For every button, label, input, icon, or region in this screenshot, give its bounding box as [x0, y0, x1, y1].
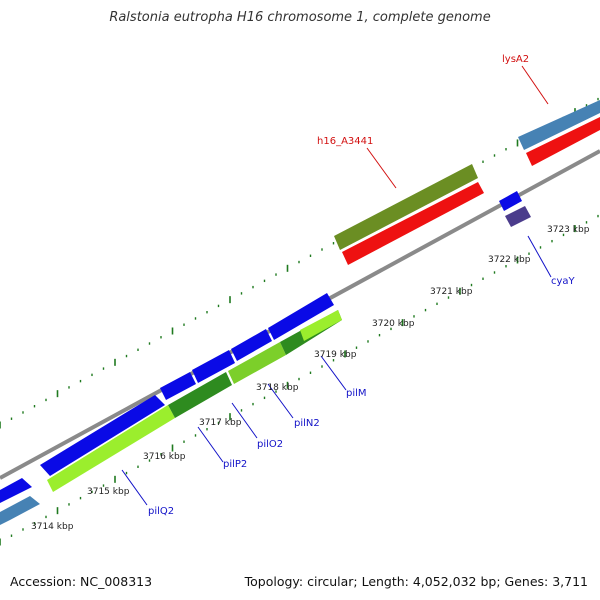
gene-blue-3[interactable]: [192, 350, 235, 383]
scale-label: 3720 kbp: [372, 319, 415, 329]
gene-pilP2[interactable]: [168, 372, 232, 418]
gene-pilQ2-upper[interactable]: [40, 395, 165, 476]
scale-label: 3719 kbp: [314, 350, 357, 360]
gene-pilQ2-lower[interactable]: [47, 405, 175, 492]
gene-cyaY-blue[interactable]: [499, 191, 522, 211]
gene-blue-4[interactable]: [231, 329, 272, 361]
gene-h16-A3441-red[interactable]: [342, 182, 484, 265]
gene-label-pilO2[interactable]: pilO2: [257, 439, 283, 450]
scale-label: 3723 kbp: [547, 225, 590, 235]
gene-lysA2-red[interactable]: [526, 117, 600, 166]
scale-label: 3715 kbp: [87, 487, 130, 497]
gene-pilO2[interactable]: [228, 342, 286, 384]
gene-pilM[interactable]: [300, 310, 342, 341]
gene-blue-left[interactable]: [0, 478, 32, 503]
map-title: Ralstonia eutropha H16 chromosome 1, com…: [109, 10, 491, 25]
gene-h16-A3441-olive[interactable]: [334, 164, 478, 250]
gene-label-pilP2[interactable]: pilP2: [223, 459, 247, 470]
gene-blue-2[interactable]: [160, 372, 196, 400]
scale-label: 3717 kbp: [199, 418, 242, 428]
gene-lysA2-steelblue[interactable]: [518, 100, 600, 150]
scale-label: 3721 kbp: [430, 287, 473, 297]
gene-label-cyaY[interactable]: cyaY: [551, 276, 576, 287]
gene-label-pilM[interactable]: pilM: [346, 388, 367, 399]
callout-pilN2: [267, 383, 294, 419]
gene-label-pilQ2[interactable]: pilQ2: [148, 506, 174, 517]
topology-text: Topology: circular; Length: 4,052,032 bp…: [244, 574, 588, 589]
accession-text: Accession: NC_008313: [10, 574, 153, 589]
callout-pilQ2: [121, 469, 148, 506]
callout-cyaY: [527, 235, 552, 278]
callout-h16-A3441: [366, 147, 397, 189]
callout-pilP2: [197, 426, 224, 463]
gene-label-h16-A3441[interactable]: h16_A3441: [317, 136, 373, 147]
gene-blue-5[interactable]: [268, 293, 334, 340]
scale-label: 3718 kbp: [256, 383, 299, 393]
callout-pilM: [320, 355, 347, 391]
gene-label-pilN2[interactable]: pilN2: [294, 418, 320, 429]
callout-lysA2: [521, 65, 549, 105]
gene-cyaY[interactable]: [505, 206, 531, 227]
gene-label-lysA2[interactable]: lysA2: [502, 54, 529, 65]
gene-steelblue-left[interactable]: [0, 496, 40, 525]
scale-label: 3716 kbp: [143, 452, 186, 462]
scale-label: 3722 kbp: [488, 255, 531, 265]
scale-label: 3714 kbp: [31, 522, 74, 532]
callout-pilO2: [231, 402, 258, 439]
